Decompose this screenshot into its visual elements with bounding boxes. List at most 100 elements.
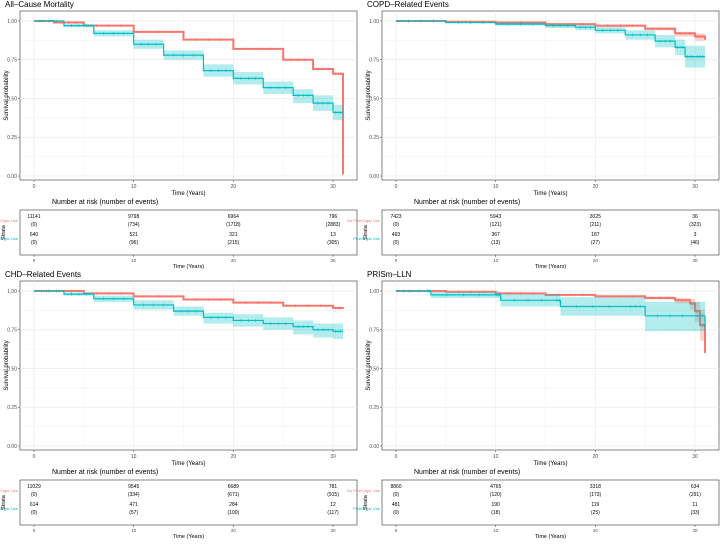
at-risk-value: 5943 [490,214,501,220]
x-tick-label: 10 [131,184,137,190]
risk-table-title: Number at risk (number of events) [52,199,158,206]
events-value: (323) [689,222,701,228]
survival-line-no-pipe [34,290,344,310]
events-value: (0) [393,510,399,516]
events-value: (305) [327,240,339,246]
events-value: (0) [393,222,399,228]
at-risk-value: 12 [330,502,336,508]
events-value: (18) [491,510,500,516]
x-tick-label: 10 [493,454,499,460]
y-axis-label: Survival probability [4,70,10,120]
at-risk-value: 190 [492,502,501,508]
panel-2: CHD–Related Events 0.00 0.25 0.50 0.75 1.00 0 1… [0,270,358,540]
y-tick-label: 1.00 [7,289,17,295]
plot-panel [381,10,720,181]
y-tick-label: 0.75 [7,58,17,64]
y-tick-label: 0.00 [369,444,379,450]
events-value: (25) [591,510,600,516]
at-risk-value: 6689 [228,484,239,490]
events-value: (734) [128,222,140,228]
strata-label-pipe: Pipe/Cigar Use [0,236,19,241]
at-risk-value: 521 [130,232,139,238]
y-tick-label: 0.00 [7,174,17,180]
table-x-tick-label: 0 [395,528,398,533]
at-risk-value: 367 [492,232,501,238]
y-tick-label: 1.00 [7,19,17,25]
events-value: (0) [31,492,37,498]
table-x-tick-label: 10 [493,528,499,533]
x-tick-label: 30 [692,454,698,460]
table-x-tick-label: 10 [131,258,137,263]
x-tick-label: 0 [395,454,398,460]
survival-line-no-pipe [34,20,344,175]
strata-axis-label: Strata [1,494,7,510]
events-value: (0) [393,492,399,498]
table-x-tick-label: 10 [131,528,137,533]
y-tick-label: 0.00 [369,174,379,180]
y-tick-label: 1.00 [369,19,379,25]
events-value: (0) [393,240,399,246]
strata-label-no-pipe: No Pipe/Cigar Use [0,218,19,223]
strata-label-pipe: Pipe/Cigar Use [353,236,381,241]
risk-table-title: Number at risk (number of events) [414,469,520,476]
strata-label-pipe: Pipe/Cigar Use [353,506,381,511]
events-value: (173) [590,492,602,498]
table-x-tick-label: 30 [331,258,337,263]
x-tick-label: 30 [330,184,336,190]
survival-line-pipe [396,20,705,58]
at-risk-value: 11141 [27,214,40,220]
events-value: (33) [691,510,700,516]
risk-table-title: Number at risk (number of events) [414,199,520,206]
y-axis-label: Survival probability [4,340,10,390]
x-tick-label: 30 [330,454,336,460]
at-risk-value: 796 [329,214,338,220]
at-risk-value: 9545 [128,484,139,490]
at-risk-value: 471 [130,502,139,508]
y-tick-label: 0.25 [7,405,17,411]
at-risk-value: 11 [692,502,697,508]
events-value: (2883) [326,222,341,228]
strata-label-pipe: Pipe/Cigar Use [0,506,19,511]
plot-panel [19,280,358,451]
x-tick-label: 20 [593,454,599,460]
table-x-axis-label: Time (Years) [173,534,204,539]
risk-table-panel [19,209,358,256]
x-axis-label: Time (Years) [534,461,568,467]
at-risk-value: 493 [392,232,401,238]
events-value: (0) [31,510,37,516]
confidence-band-pipe [34,291,343,340]
survival-line-no-pipe [396,20,706,40]
risk-table-title: Number at risk (number of events) [52,469,158,476]
table-x-tick-label: 20 [231,528,237,533]
x-tick-label: 20 [593,184,599,190]
x-axis-label: Time (Years) [172,191,206,197]
events-value: (121) [490,222,502,228]
table-x-axis-label: Time (Years) [535,264,566,270]
y-tick-label: 0.25 [369,405,379,411]
x-tick-label: 0 [33,184,36,190]
at-risk-value: 6964 [228,214,239,220]
events-value: (671) [228,492,240,498]
x-tick-label: 10 [131,454,137,460]
panel-0: All–Cause Mortality 0.00 0.25 0.50 0.75 1.00 0… [0,0,358,270]
x-tick-label: 10 [493,184,499,190]
y-tick-label: 0.50 [369,96,379,102]
at-risk-value: 321 [229,232,238,238]
events-value: (334) [128,492,140,498]
confidence-band-no-pipe [396,21,705,46]
events-value: (120) [490,492,502,498]
events-value: (215) [228,240,240,246]
at-risk-value: 481 [392,502,401,508]
table-x-tick-label: 30 [331,528,337,533]
events-value: (0) [31,240,37,246]
panel-3: PRISm–LLN 0.00 0.25 0.50 0.75 1.00 0 10 20 30 Time… [347,270,720,540]
y-tick-label: 0.25 [7,135,17,141]
confidence-band-pipe [396,291,705,347]
x-tick-label: 20 [231,184,237,190]
events-value: (96) [129,240,138,246]
at-risk-value: 614 [30,502,39,508]
x-tick-label: 20 [231,454,237,460]
table-x-tick-label: 20 [593,258,599,263]
x-tick-label: 0 [395,184,398,190]
at-risk-value: 634 [691,484,700,490]
